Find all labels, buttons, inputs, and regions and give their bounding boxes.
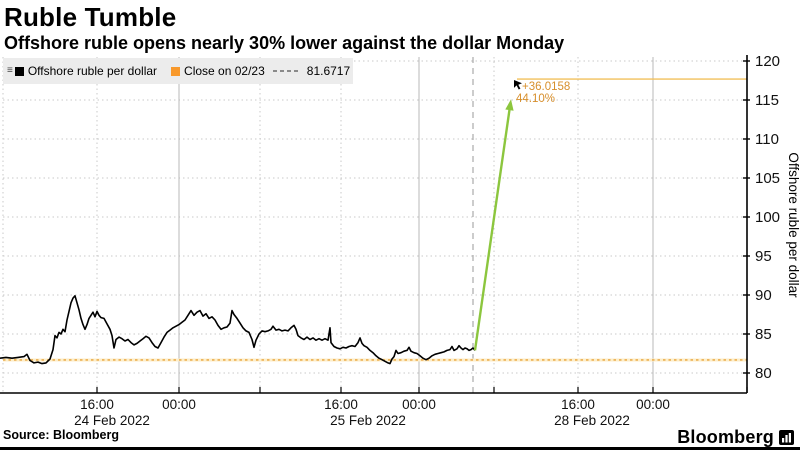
legend-series-label[interactable]: Offshore ruble per dollar xyxy=(27,64,158,78)
y-axis-title: Offshore ruble per dollar xyxy=(786,152,800,298)
series-swatch-icon xyxy=(14,66,24,76)
dashed-line-sample-icon xyxy=(272,70,301,72)
bloomberg-wordmark: Bloomberg xyxy=(677,427,774,447)
change-arrow-head xyxy=(505,99,514,111)
date-label: 28 Feb 2022 xyxy=(554,413,630,428)
chart-area: +36.0158 44.10% 80 85 90 95 100 105 110 115 120 16… xyxy=(0,53,800,430)
y-tick-label: 110 xyxy=(755,131,779,148)
x-tick-label: 00:00 xyxy=(402,397,436,412)
y-tick-label: 90 xyxy=(755,287,772,304)
legend-menu-icon[interactable]: ≡ xyxy=(7,65,13,76)
y-tick-label: 115 xyxy=(755,92,779,109)
change-arrow xyxy=(473,104,512,351)
chart-legend: ≡ Offshore ruble per dollar Close on 02/… xyxy=(3,58,353,84)
date-label: 25 Feb 2022 xyxy=(330,413,406,428)
y-tick-label: 85 xyxy=(755,326,772,343)
bloomberg-terminal-icon xyxy=(779,430,794,445)
y-tick-label: 80 xyxy=(755,365,772,382)
cursor-marker-icon xyxy=(514,80,522,90)
page-title: Ruble Tumble xyxy=(4,2,177,32)
y-tick-label: 95 xyxy=(755,248,772,265)
bloomberg-logo: Bloomberg xyxy=(677,427,794,448)
x-tick-label: 16:00 xyxy=(561,397,595,412)
y-tick-label: 100 xyxy=(755,209,780,226)
legend-close-value: 81.6717 xyxy=(306,64,351,78)
annotation-change-pct: 44.10% xyxy=(516,93,555,105)
bottom-divider xyxy=(0,447,800,450)
x-tick-label: 16:00 xyxy=(80,397,114,412)
legend-close-label[interactable]: Close on 02/23 xyxy=(184,64,265,78)
x-tick-label: 00:00 xyxy=(636,397,670,412)
x-tick-label: 00:00 xyxy=(162,397,196,412)
price-line xyxy=(0,295,476,365)
y-tick-label: 105 xyxy=(755,170,780,187)
annotation-change: +36.0158 xyxy=(522,81,570,93)
source-note: Source: Bloomberg xyxy=(3,428,119,442)
date-label: 24 Feb 2022 xyxy=(74,413,150,428)
x-tick-label: 16:00 xyxy=(324,397,358,412)
close-swatch-icon xyxy=(171,66,181,76)
page-subtitle: Offshore ruble opens nearly 30% lower ag… xyxy=(4,33,565,53)
y-tick-label: 120 xyxy=(755,55,780,70)
